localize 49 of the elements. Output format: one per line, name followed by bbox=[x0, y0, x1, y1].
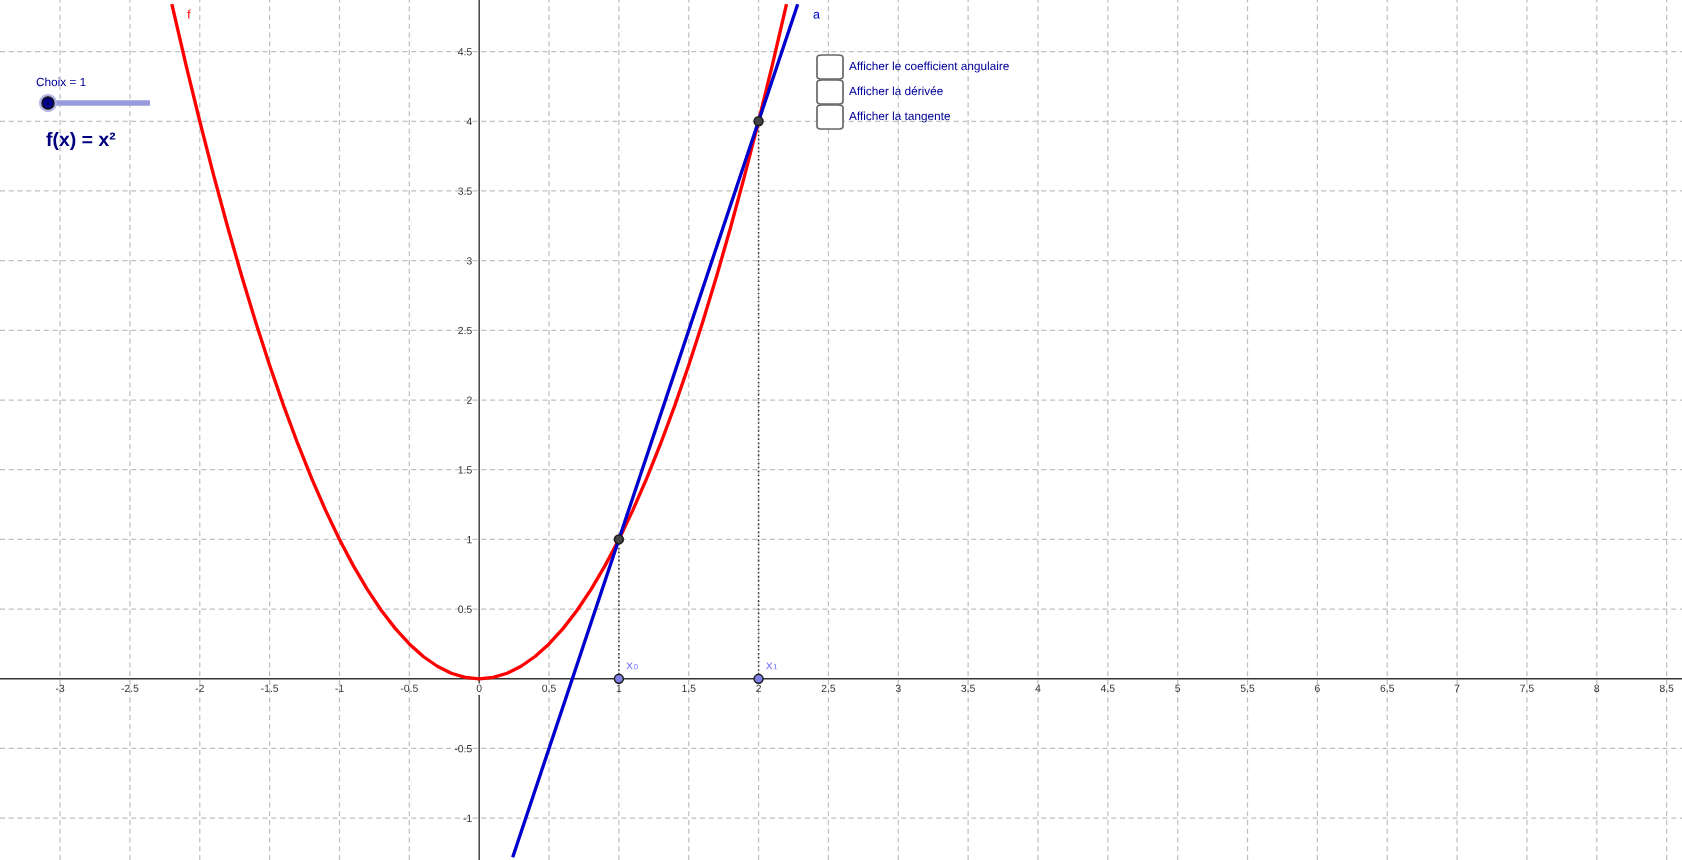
y-tick-label: -0.5 bbox=[454, 744, 472, 753]
y-tick-label: 3 bbox=[466, 257, 472, 265]
y-tick-label: 4 bbox=[466, 117, 472, 126]
point bbox=[613, 673, 625, 684]
x-tick-label: 6.5 bbox=[1380, 684, 1395, 693]
x-tick-label: -0.5 bbox=[400, 684, 418, 693]
x-tick-label: 5.5 bbox=[1240, 684, 1255, 693]
x-tick-label: 0 bbox=[476, 684, 482, 693]
x-tick-label: 7 bbox=[1454, 684, 1460, 692]
x-tick-label: 1 bbox=[616, 684, 622, 692]
x-tick-label: 8.5 bbox=[1659, 684, 1674, 693]
y-tick-label: 0.5 bbox=[458, 605, 472, 613]
x-tick-label: 6 bbox=[1315, 684, 1320, 693]
x-tick-label: 3.5 bbox=[961, 684, 975, 693]
x-tick-label: -3 bbox=[55, 684, 65, 693]
series-label: a bbox=[813, 11, 820, 19]
point bbox=[613, 534, 625, 545]
y-tick-label: 1 bbox=[467, 536, 472, 544]
annotation: x₀ bbox=[626, 662, 638, 670]
x-tick-label: 2.5 bbox=[821, 684, 836, 693]
annotation: x₁ bbox=[765, 662, 778, 670]
x-tick-label: 4 bbox=[1035, 684, 1041, 692]
x-tick-label: -2 bbox=[195, 684, 204, 692]
y-tick-label: 2 bbox=[466, 396, 472, 404]
x-tick-label: 3 bbox=[895, 684, 901, 693]
annotation: Afficher le coefficient angulaire bbox=[849, 61, 1009, 73]
annotation: Afficher la dérivée bbox=[849, 86, 943, 96]
x-tick-label: 1.5 bbox=[682, 684, 696, 693]
y-tick-label: 1.5 bbox=[458, 466, 472, 474]
point bbox=[753, 673, 764, 684]
line-series bbox=[170, 2, 789, 681]
x-tick-label: -1 bbox=[335, 684, 344, 692]
x-tick-label: -2.5 bbox=[121, 684, 139, 693]
x-tick-label: -1.5 bbox=[261, 684, 279, 693]
x-tick-label: 8 bbox=[1594, 684, 1600, 693]
y-tick-label: 3.5 bbox=[458, 187, 472, 195]
y-tick-label: 4.5 bbox=[457, 48, 472, 56]
x-tick-label: 0.5 bbox=[542, 684, 556, 693]
point bbox=[753, 116, 764, 127]
annotation: Afficher la tangente bbox=[849, 111, 950, 123]
x-tick-label: 7.5 bbox=[1520, 684, 1534, 693]
annotation: f(x) = x² bbox=[46, 131, 116, 151]
series-label: f bbox=[187, 9, 191, 19]
annotation: Choix = 1 bbox=[36, 77, 86, 87]
x-tick-label: 2 bbox=[756, 684, 761, 692]
x-tick-label: 4.5 bbox=[1100, 684, 1115, 693]
x-tick-label: 5 bbox=[1175, 684, 1181, 693]
y-tick-label: -1 bbox=[463, 814, 472, 822]
y-tick-label: 2.5 bbox=[458, 326, 472, 335]
